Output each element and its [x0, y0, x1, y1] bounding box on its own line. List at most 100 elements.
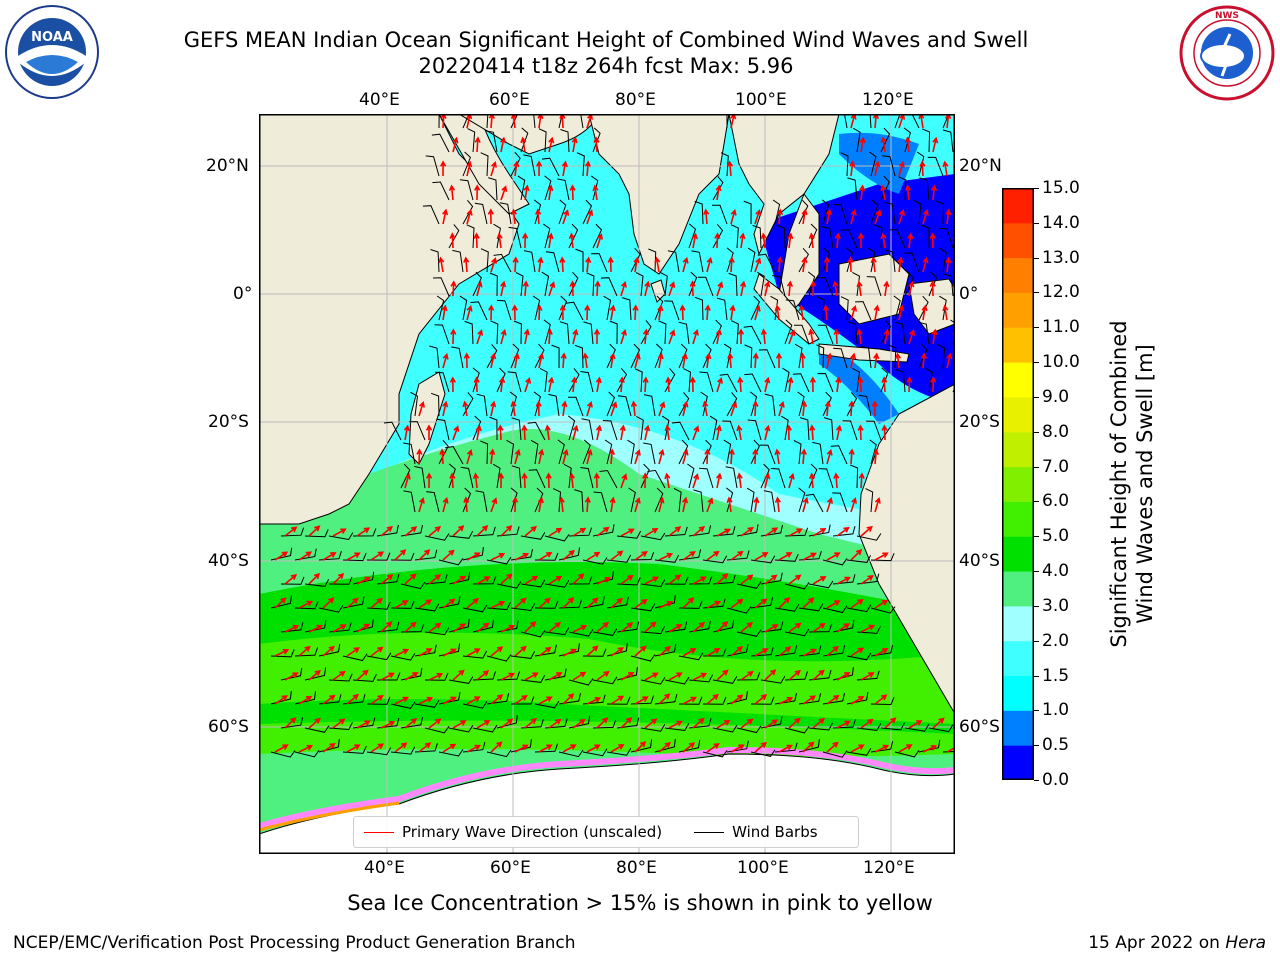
- wind-barb: [438, 558, 464, 566]
- wave-direction-arrow: [547, 376, 555, 393]
- wind-barb: [654, 343, 663, 369]
- wave-direction-arrow: [850, 598, 864, 609]
- wave-direction-arrow: [802, 496, 809, 513]
- wind-barb: [376, 524, 399, 537]
- wave-direction-arrow: [466, 597, 479, 609]
- wind-barb: [659, 271, 668, 297]
- wind-barb: [593, 491, 608, 513]
- wave-direction-arrow: [370, 597, 383, 609]
- wave-direction-arrow: [775, 352, 783, 368]
- wave-direction-arrow: [942, 304, 949, 321]
- wave-direction-arrow: [778, 744, 794, 753]
- wave-direction-arrow: [442, 549, 455, 561]
- wind-barb: [557, 439, 565, 465]
- wind-barb: [846, 604, 872, 613]
- wind-barb: [743, 200, 752, 225]
- wave-direction-arrow: [907, 232, 914, 249]
- sea-ice-edge-yellow: [259, 801, 400, 832]
- wave-direction-arrow: [346, 693, 359, 705]
- wave-direction-arrow: [476, 329, 484, 345]
- wind-barb: [568, 527, 593, 537]
- wind-barb: [866, 420, 882, 441]
- wave-direction-arrow: [836, 526, 850, 537]
- wave-direction-arrow: [448, 184, 456, 201]
- wind-barb: [736, 581, 762, 589]
- wave-direction-arrow: [572, 328, 579, 345]
- wind-barb: [822, 558, 848, 566]
- wave-direction-arrow: [490, 552, 506, 561]
- wave-direction-arrow: [332, 670, 346, 681]
- wave-direction-arrow: [922, 256, 929, 273]
- wind-barb: [592, 628, 618, 636]
- wave-direction-arrow: [500, 672, 515, 681]
- wave-direction-arrow: [569, 280, 576, 297]
- wind-barb: [807, 271, 816, 297]
- wind-barb: [470, 301, 488, 321]
- wind-barb: [711, 204, 728, 225]
- wind-barb: [736, 672, 761, 681]
- wave-direction-arrow: [439, 160, 447, 177]
- wind-barb: [451, 346, 464, 369]
- wave-direction-arrow: [442, 208, 449, 225]
- wave-direction-arrow: [753, 496, 760, 513]
- wave-direction-arrow: [586, 551, 601, 561]
- wind-barb: [728, 272, 738, 297]
- wave-direction-arrow: [332, 718, 346, 729]
- wind-barb: [664, 676, 690, 685]
- wave-direction-arrow: [774, 304, 781, 321]
- wave-direction-arrow: [752, 352, 759, 369]
- wave-direction-arrow: [739, 232, 746, 249]
- wind-barb: [750, 749, 776, 757]
- wind-barb: [664, 526, 688, 537]
- wind-barb: [799, 417, 810, 441]
- wave-direction-arrow: [596, 670, 610, 681]
- wave-direction-arrow: [788, 329, 796, 345]
- wind-barb: [328, 532, 354, 541]
- wind-barb: [511, 465, 522, 489]
- wave-direction-arrow: [692, 717, 705, 729]
- wind-barb: [654, 487, 664, 513]
- wind-barb: [874, 224, 883, 249]
- wave-direction-arrow: [800, 448, 807, 465]
- wind-barb: [750, 295, 760, 321]
- wind-barb: [678, 392, 690, 417]
- wave-direction-arrow: [439, 448, 446, 465]
- wind-barb: [634, 368, 643, 393]
- wave-direction-arrow: [706, 743, 720, 753]
- wave-direction-arrow: [463, 352, 470, 369]
- wind-barb: [462, 604, 488, 613]
- wave-direction-arrow: [547, 232, 554, 249]
- wave-direction-arrow: [754, 598, 768, 609]
- wave-direction-arrow: [809, 424, 816, 441]
- wave-direction-arrow: [562, 549, 575, 561]
- wave-direction-arrow: [740, 670, 754, 681]
- wind-barb: [342, 694, 366, 705]
- wave-direction-arrow: [776, 256, 783, 273]
- wind-barb: [699, 467, 714, 489]
- wave-direction-arrow: [610, 744, 625, 753]
- wave-direction-arrow: [802, 695, 817, 705]
- wave-direction-arrow: [859, 136, 866, 153]
- wave-direction-arrow: [559, 256, 566, 273]
- wave-direction-arrow: [822, 304, 830, 321]
- wind-barb: [808, 463, 818, 489]
- wind-barb: [414, 465, 426, 489]
- wind-barb: [574, 344, 584, 369]
- date-stamp: 15 Apr 2022 on Hera: [1088, 933, 1266, 953]
- wave-direction-arrow: [562, 209, 570, 225]
- wind-barb: [792, 373, 810, 393]
- wave-direction-arrow: [704, 448, 711, 465]
- wave-direction-arrow: [524, 377, 532, 393]
- wind-barb: [793, 324, 810, 345]
- wave-direction-arrow: [582, 352, 589, 369]
- wave-direction-arrow: [571, 376, 578, 393]
- wave-direction-arrow: [442, 648, 457, 657]
- wave-direction-arrow: [904, 184, 912, 201]
- wave-direction-arrow: [812, 717, 825, 729]
- wave-direction-arrow: [561, 160, 568, 177]
- wind-barb: [726, 247, 734, 273]
- wave-direction-arrow: [586, 209, 594, 225]
- wind-barb: [627, 439, 635, 465]
- wind-barb: [678, 696, 703, 705]
- wave-direction-arrow: [537, 256, 544, 273]
